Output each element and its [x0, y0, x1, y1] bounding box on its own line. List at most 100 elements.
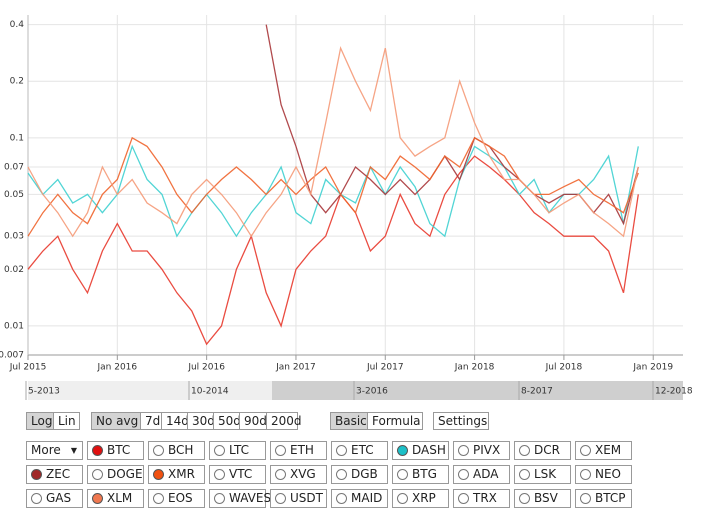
coin-indicator — [153, 493, 164, 504]
navigator-label: 10-2014 — [191, 387, 229, 397]
coin-indicator — [31, 493, 42, 504]
x-tick-label: Jan 2017 — [275, 363, 316, 373]
more-select[interactable]: More ▼ — [26, 441, 83, 460]
coin-toggle[interactable]: WAVES — [209, 489, 271, 508]
averaging-button[interactable]: 7d — [140, 412, 162, 430]
coin-toggle[interactable]: DASH — [392, 441, 449, 460]
y-tick-label: 0.2 — [10, 77, 24, 87]
coin-indicator — [336, 445, 347, 456]
coin-label: XLM — [107, 491, 133, 505]
coin-indicator — [275, 445, 286, 456]
coin-label: PIVX — [473, 443, 501, 457]
coin-indicator — [580, 493, 591, 504]
coin-label: LTC — [229, 443, 250, 457]
coin-toggle[interactable]: XEM — [575, 441, 632, 460]
coin-label: ADA — [473, 467, 499, 481]
coin-indicator — [214, 445, 225, 456]
y-tick-label: 0.02 — [4, 265, 24, 275]
coin-toggle[interactable]: BTCP — [575, 489, 632, 508]
coin-indicator — [92, 493, 103, 504]
coin-toggle[interactable]: GAS — [26, 489, 83, 508]
coin-toggle[interactable]: MAID — [331, 489, 388, 508]
coin-label: GAS — [46, 491, 72, 505]
coin-indicator — [153, 445, 164, 456]
coin-label: BSV — [534, 491, 558, 505]
coin-toggle[interactable]: XVG — [270, 465, 327, 484]
coin-label: EOS — [168, 491, 193, 505]
coin-label: DGB — [351, 467, 378, 481]
coin-indicator — [458, 493, 469, 504]
coin-label: LSK — [534, 467, 557, 481]
navigator-label: 8-2017 — [521, 387, 553, 397]
series-line — [27, 144, 639, 238]
mode-button[interactable]: Formula — [367, 412, 423, 430]
averaging-button[interactable]: 90d — [239, 412, 267, 430]
coin-toggle[interactable]: EOS — [148, 489, 205, 508]
coin-indicator — [458, 445, 469, 456]
coin-toggle[interactable]: ZEC — [26, 465, 83, 484]
coin-toggle[interactable]: DGB — [331, 465, 388, 484]
coin-toggle[interactable]: DCR — [514, 441, 571, 460]
coin-toggle[interactable]: PIVX — [453, 441, 510, 460]
coin-label: BTC — [107, 443, 131, 457]
averaging-button[interactable]: 30d — [187, 412, 215, 430]
coin-toggle[interactable]: TRX — [453, 489, 510, 508]
averaging-button[interactable]: 14d — [161, 412, 189, 430]
coin-toggle[interactable]: ADA — [453, 465, 510, 484]
mode-button[interactable]: Basic — [330, 412, 368, 430]
coin-toggle[interactable]: VTC — [209, 465, 266, 484]
coin-label: XRP — [412, 491, 436, 505]
coin-toggle[interactable]: XMR — [148, 465, 205, 484]
coin-label: XVG — [290, 467, 316, 481]
coin-toggle[interactable]: BTG — [392, 465, 449, 484]
navigator-label: 5-2013 — [28, 387, 60, 397]
coin-indicator — [214, 469, 225, 480]
y-tick-label: 0.007 — [0, 351, 24, 361]
y-tick-label: 0.01 — [4, 321, 24, 331]
coin-toggle[interactable]: DOGE — [87, 465, 144, 484]
coin-toggle[interactable]: NEO — [575, 465, 632, 484]
scale-button[interactable]: Log — [26, 412, 54, 430]
y-tick-label: 0.05 — [4, 190, 24, 200]
coin-toggle[interactable]: ETH — [270, 441, 327, 460]
series-line — [27, 136, 639, 237]
coin-label: WAVES — [229, 491, 272, 505]
scale-button[interactable]: Lin — [53, 412, 80, 430]
coin-toggle[interactable]: XRP — [392, 489, 449, 508]
navigator-label: 12-2018 — [655, 387, 693, 397]
coin-label: DASH — [412, 443, 446, 457]
coin-indicator — [580, 445, 591, 456]
coin-label: ZEC — [46, 467, 71, 481]
navigator-window[interactable] — [272, 381, 683, 400]
averaging-button[interactable]: 200d — [266, 412, 302, 430]
coin-toggle[interactable]: ETC — [331, 441, 388, 460]
coin-toggle[interactable]: LSK — [514, 465, 571, 484]
coin-toggle[interactable]: LTC — [209, 441, 266, 460]
navigator-label: 3-2016 — [356, 387, 388, 397]
coin-label: NEO — [595, 467, 622, 481]
coin-indicator — [336, 469, 347, 480]
coin-indicator — [519, 445, 530, 456]
y-tick-label: 0.1 — [10, 133, 24, 143]
averaging-button[interactable]: 50d — [213, 412, 241, 430]
dropdown-arrow: ▼ — [70, 446, 77, 455]
coin-label: XMR — [168, 467, 195, 481]
x-tick-label: Jan 2018 — [454, 363, 495, 373]
coin-label: DOGE — [107, 467, 143, 481]
averaging-button[interactable]: No avg — [91, 412, 141, 430]
coin-toggle[interactable]: USDT — [270, 489, 327, 508]
coin-toggle[interactable]: BCH — [148, 441, 205, 460]
coin-indicator — [519, 493, 530, 504]
x-tick-label: Jul 2017 — [366, 363, 404, 373]
coin-toggle[interactable]: BTC — [87, 441, 144, 460]
y-tick-label: 0.4 — [10, 20, 25, 30]
settings-button[interactable]: Settings — [433, 412, 489, 430]
coin-toggle[interactable]: XLM — [87, 489, 144, 508]
coin-indicator — [580, 469, 591, 480]
coin-label: VTC — [229, 467, 253, 481]
coin-label: BCH — [168, 443, 194, 457]
coin-toggle[interactable]: BSV — [514, 489, 571, 508]
coin-label: BTG — [412, 467, 437, 481]
coin-indicator — [153, 469, 164, 480]
